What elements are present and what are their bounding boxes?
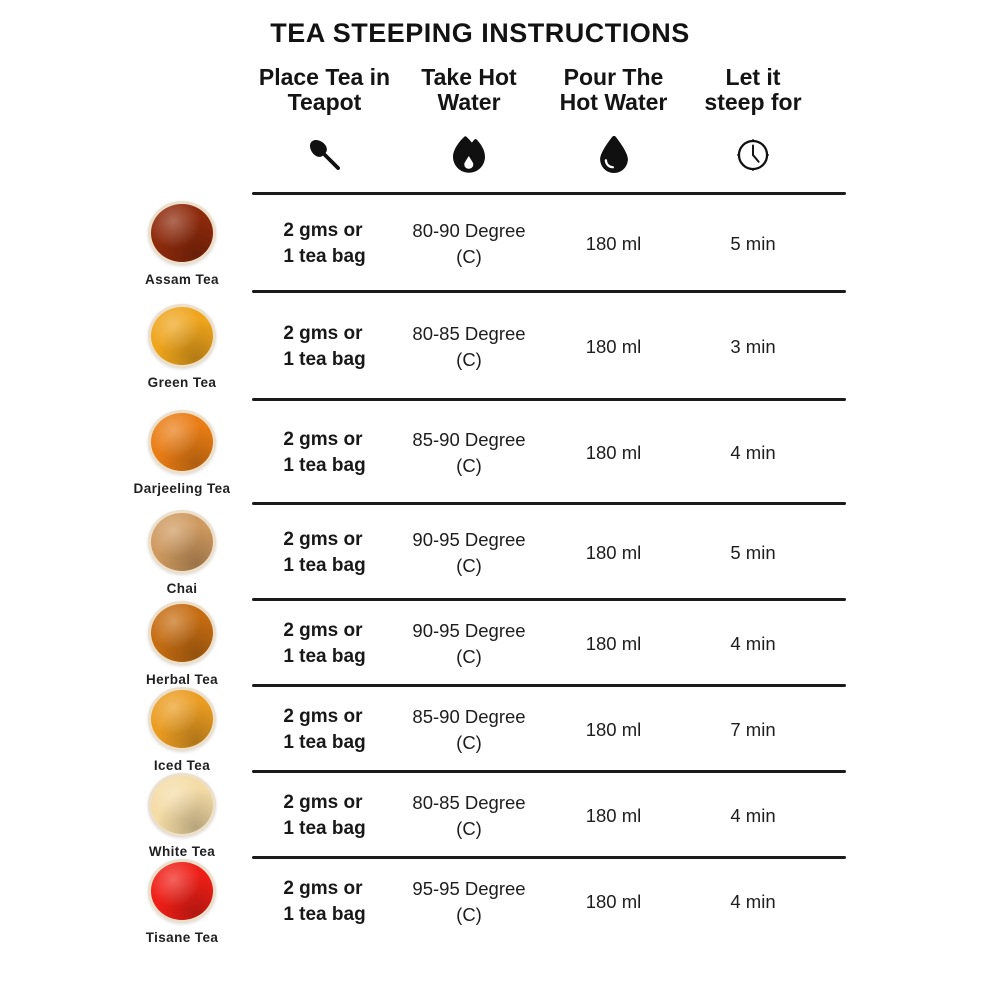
amount-cell: 2 gms or 1 tea bag [283, 619, 366, 667]
water-volume-cell: 180 ml [585, 632, 642, 654]
water-volume-cell: 180 ml [585, 335, 642, 357]
tea-name: Herbal Tea [145, 671, 219, 687]
steep-time-cell: 4 min [730, 441, 776, 463]
steep-time-cell: 3 min [730, 335, 776, 357]
table-row-white: White Tea 2 gms or 1 tea bag 80-85 Degre… [0, 772, 846, 859]
tea-column: Iced Tea [148, 686, 216, 773]
table-row-green: Green Tea 2 gms or 1 tea bag 80-85 Degre… [0, 293, 846, 401]
tea-column: Green Tea [147, 303, 217, 390]
tea-name: Assam Tea [145, 271, 219, 287]
temperature-cell: 80-85 Degree (C) [412, 791, 526, 839]
column-header-steep-time: Let it steep for [704, 64, 802, 116]
page-title: TEA STEEPING INSTRUCTIONS [270, 18, 690, 48]
steep-time-cell: 5 min [730, 232, 776, 254]
tea-cup [147, 858, 216, 923]
amount-cell: 2 gms or 1 tea bag [283, 322, 366, 370]
tea-cup [147, 409, 216, 474]
temperature-cell: 90-95 Degree (C) [412, 619, 526, 667]
temperature-cell: 80-90 Degree (C) [412, 219, 526, 267]
column-header-row: Place Tea in Teapot Take Hot Water Pour … [0, 64, 846, 116]
amount-cell: 2 gms or 1 tea bag [283, 791, 366, 839]
column-header-take-hot-water: Take Hot Water [421, 64, 517, 116]
amount-cell: 2 gms or 1 tea bag [283, 705, 366, 753]
tea-cup [148, 600, 216, 665]
fire-icon [453, 136, 485, 173]
tea-cup [148, 509, 216, 574]
column-header-pour-hot-water: Pour The Hot Water [559, 64, 668, 116]
steep-time-cell: 4 min [730, 804, 776, 826]
water-volume-cell: 180 ml [585, 441, 642, 463]
amount-cell: 2 gms or 1 tea bag [283, 877, 366, 925]
temperature-cell: 90-95 Degree (C) [412, 528, 526, 576]
tea-column: White Tea [148, 772, 216, 859]
tea-name: Chai [166, 580, 198, 596]
temperature-cell: 95-95 Degree (C) [412, 877, 526, 925]
steep-time-cell: 4 min [730, 890, 776, 912]
amount-cell: 2 gms or 1 tea bag [283, 219, 366, 267]
spoon-icon [309, 139, 340, 170]
water-volume-cell: 180 ml [585, 890, 642, 912]
tea-column: Assam Tea [145, 200, 219, 287]
tea-name: Green Tea [147, 374, 217, 390]
tea-name: Tisane Tea [145, 929, 219, 945]
table-row-tisane: Tisane Tea 2 gms or 1 tea bag 95-95 Degr… [0, 858, 846, 945]
amount-cell: 2 gms or 1 tea bag [283, 528, 366, 576]
table-row-herbal: Herbal Tea 2 gms or 1 tea bag 90-95 Degr… [0, 600, 846, 687]
water-volume-cell: 180 ml [585, 541, 642, 563]
steep-time-cell: 5 min [730, 541, 776, 563]
tea-cup [148, 772, 216, 837]
column-header-place-tea: Place Tea in Teapot [258, 64, 391, 116]
icon-row [0, 116, 846, 192]
tea-name: Iced Tea [153, 757, 211, 773]
amount-cell: 2 gms or 1 tea bag [283, 428, 366, 476]
water-volume-cell: 180 ml [585, 718, 642, 740]
tea-cup [147, 303, 216, 368]
table-row-iced: Iced Tea 2 gms or 1 tea bag 85-90 Degree… [0, 686, 846, 773]
tea-name: White Tea [148, 843, 216, 859]
steep-time-cell: 4 min [730, 632, 776, 654]
water-drop-icon [599, 136, 628, 174]
water-volume-cell: 180 ml [585, 804, 642, 826]
tea-cup [148, 686, 216, 751]
header-divider [252, 191, 846, 195]
temperature-cell: 80-85 Degree (C) [412, 322, 526, 370]
water-volume-cell: 180 ml [585, 232, 642, 254]
tea-cup [147, 200, 216, 265]
steep-time-cell: 7 min [730, 718, 776, 740]
table-row-assam: Assam Tea 2 gms or 1 tea bag 80-90 Degre… [0, 195, 846, 293]
tea-column: Tisane Tea [145, 858, 219, 945]
tea-name: Darjeeling Tea [133, 480, 231, 496]
tea-column: Darjeeling Tea [133, 409, 231, 496]
tea-column: Chai [148, 509, 216, 596]
table-row-darjeeling: Darjeeling Tea 2 gms or 1 tea bag 85-90 … [0, 401, 846, 505]
table-row-chai: Chai 2 gms or 1 tea bag 90-95 Degree (C)… [0, 505, 846, 601]
clock-icon [737, 138, 769, 171]
temperature-cell: 85-90 Degree (C) [412, 705, 526, 753]
temperature-cell: 85-90 Degree (C) [412, 428, 526, 476]
tea-column: Herbal Tea [145, 600, 219, 687]
